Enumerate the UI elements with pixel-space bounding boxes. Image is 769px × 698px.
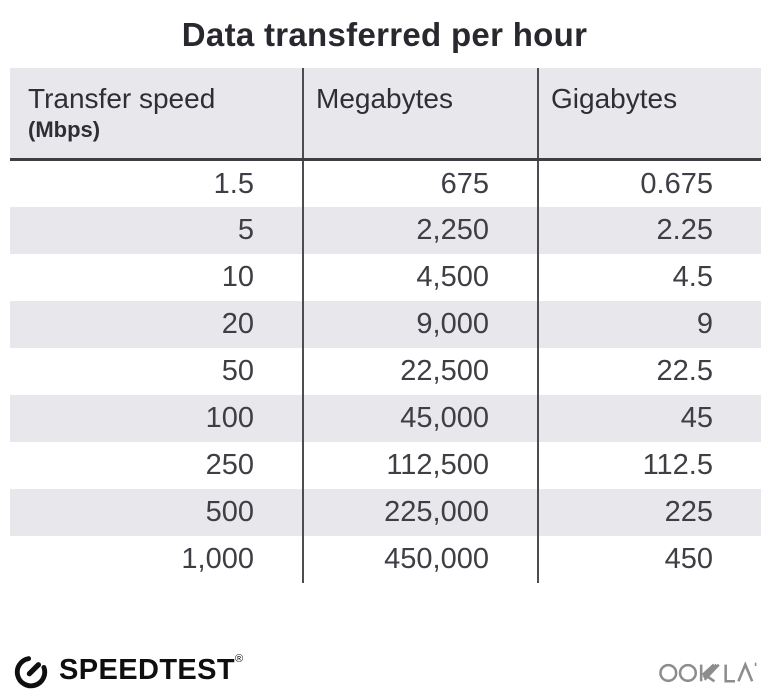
table-row: 100 45,000 45: [10, 394, 761, 442]
registered-trademark-mark: ®: [235, 653, 244, 665]
footer: SPEEDTEST ®: [12, 651, 760, 689]
table-cell: 5: [10, 206, 303, 254]
table-cell: 250: [10, 441, 303, 489]
column-header-megabytes: Megabytes: [302, 68, 538, 162]
table-row: 500 225,000 225: [10, 488, 761, 536]
table-cell: 22,500: [302, 347, 538, 395]
table-cell: 450,000: [302, 535, 538, 583]
column-header-gigabytes: Gigabytes: [537, 68, 761, 162]
table-cell: 22.5: [537, 347, 761, 395]
speedtest-wordmark: SPEEDTEST: [59, 653, 236, 686]
table-cell: 9: [537, 300, 761, 348]
table-cell: 500: [10, 488, 303, 536]
column-header-label: Gigabytes: [551, 83, 678, 114]
table-cell: 1,000: [10, 535, 303, 583]
table-cell: 9,000: [302, 300, 538, 348]
column-header-label: Megabytes: [316, 83, 453, 114]
column-header-transfer-speed: Transfer speed (Mbps): [10, 68, 303, 162]
table-cell: 4.5: [537, 253, 761, 301]
table-cell: 2.25: [537, 206, 761, 254]
table-cell: 225,000: [302, 488, 538, 536]
table-cell: 112,500: [302, 441, 538, 489]
table-row: 10 4,500 4.5: [10, 253, 761, 301]
table-cell: 20: [10, 300, 303, 348]
column-header-sublabel: (Mbps): [28, 117, 101, 143]
table-cell: 675: [302, 159, 538, 207]
speedtest-gauge-icon: [14, 656, 48, 689]
table-row: 50 22,500 22.5: [10, 347, 761, 395]
table-cell: 225: [537, 488, 761, 536]
table-cell: 112.5: [537, 441, 761, 489]
data-table: Transfer speed (Mbps) Megabytes Gigabyte…: [10, 68, 761, 583]
page-title: Data transferred per hour: [181, 16, 588, 53]
table-header-row: Transfer speed (Mbps) Megabytes Gigabyte…: [10, 68, 761, 162]
ookla-logo-icon: [659, 661, 757, 683]
table-cell: 0.675: [537, 159, 761, 207]
table-row: 250 112,500 112.5: [10, 441, 761, 489]
table-cell: 1.5: [10, 159, 303, 207]
speedtest-logo: SPEEDTEST ®: [12, 651, 243, 689]
column-header-label: Transfer speed: [28, 83, 216, 114]
table-row: 5 2,250 2.25: [10, 206, 761, 254]
table-cell: 450: [537, 535, 761, 583]
table-body: 1.5 675 0.675 5 2,250 2.25 10 4,500 4.5 20 9,000 9 5…: [10, 159, 761, 583]
table-cell: 4,500: [302, 253, 538, 301]
table-cell: 100: [10, 394, 303, 442]
table-cell: 10: [10, 253, 303, 301]
table-row: 1.5 675 0.675: [10, 159, 761, 207]
table-cell: 50: [10, 347, 303, 395]
table-row: 1,000 450,000 450: [10, 535, 761, 583]
table-row: 20 9,000 9: [10, 300, 761, 348]
table-cell: 45,000: [302, 394, 538, 442]
table-cell: 2,250: [302, 206, 538, 254]
table-cell: 45: [537, 394, 761, 442]
